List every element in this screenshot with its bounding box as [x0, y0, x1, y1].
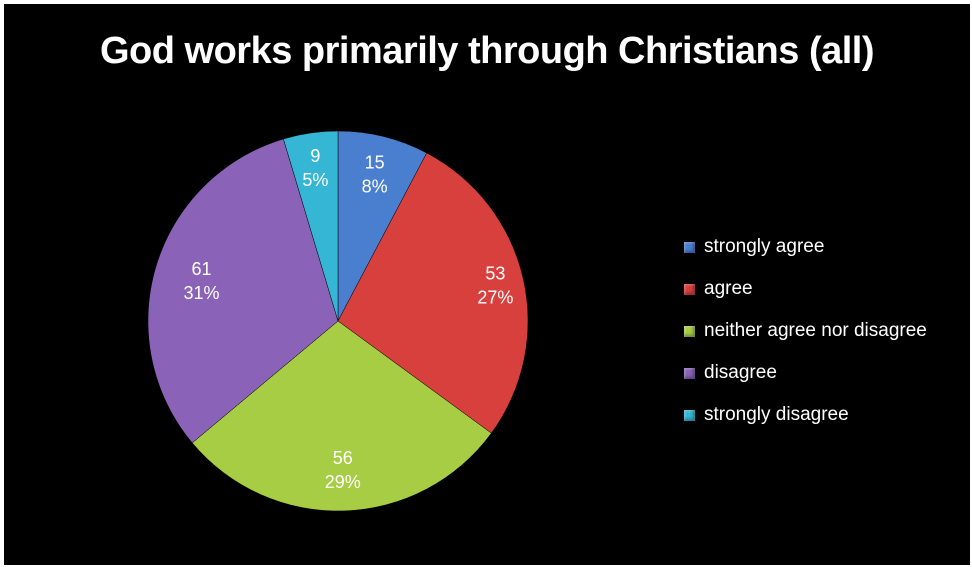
- pie-slice-agree: [337, 152, 529, 434]
- legend-label-strongly-disagree: strongly disagree: [704, 404, 849, 425]
- legend-item-strongly-agree: strongly agree: [684, 226, 927, 268]
- legend-label-neither-agree-nor-disagree: neither agree nor disagree: [704, 320, 927, 341]
- slice-value-label-disagree: 61: [191, 259, 211, 279]
- pie-slice-neither-agree-nor-disagree: [191, 320, 492, 512]
- legend-swatch-agree: [684, 283, 695, 295]
- pie-chart: 15 8% 53 27% 56 29% 61 31% 9 5%: [147, 130, 529, 512]
- slice-percent-label-agree: 27%: [477, 288, 513, 308]
- legend-swatch-disagree: [684, 367, 695, 379]
- legend: strongly agree agree neither agree nor dis…: [684, 226, 927, 436]
- chart-title: God works primarily through Christians (…: [100, 30, 875, 72]
- slice-value-label-agree: 53: [485, 264, 505, 284]
- legend-swatch-strongly-disagree: [684, 409, 695, 421]
- legend-item-neither-agree-nor-disagree: neither agree nor disagree: [684, 310, 927, 352]
- legend-swatch-neither-agree-nor-disagree: [684, 325, 695, 337]
- legend-label-strongly-agree: strongly agree: [704, 236, 825, 257]
- slice-percent-label-strongly-agree: 8%: [362, 177, 388, 197]
- legend-item-agree: agree: [684, 268, 927, 310]
- pie-slice-strongly-agree: [337, 130, 428, 322]
- legend-label-disagree: disagree: [704, 362, 777, 383]
- slice-percent-label-neither-agree-nor-disagree: 29%: [325, 472, 361, 492]
- slice-percent-label-strongly-disagree: 5%: [302, 170, 328, 190]
- legend-swatch-strongly-agree: [684, 241, 695, 253]
- legend-label-agree: agree: [704, 278, 753, 299]
- slice-value-label-strongly-disagree: 9: [310, 146, 320, 166]
- chart-area: God works primarily through Christians (…: [4, 4, 970, 565]
- slice-percent-label-disagree: 31%: [183, 283, 219, 303]
- pie-slice-strongly-disagree: [283, 130, 339, 322]
- slice-value-label-strongly-agree: 15: [365, 153, 385, 173]
- legend-item-disagree: disagree: [684, 352, 927, 394]
- pie-slice-disagree: [147, 138, 339, 444]
- slice-value-label-neither-agree-nor-disagree: 56: [333, 448, 353, 468]
- legend-item-strongly-disagree: strongly disagree: [684, 394, 927, 436]
